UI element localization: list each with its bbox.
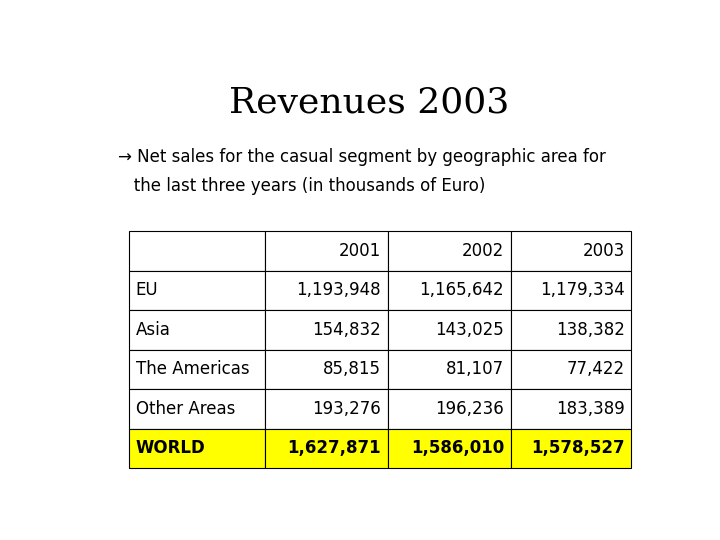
FancyBboxPatch shape (387, 389, 510, 429)
FancyBboxPatch shape (265, 231, 387, 271)
Text: 1,586,010: 1,586,010 (411, 440, 504, 457)
FancyBboxPatch shape (129, 310, 265, 349)
Text: 1,627,871: 1,627,871 (287, 440, 381, 457)
Text: 1,193,948: 1,193,948 (297, 281, 381, 299)
FancyBboxPatch shape (265, 310, 387, 349)
FancyBboxPatch shape (387, 310, 510, 349)
FancyBboxPatch shape (265, 389, 387, 429)
FancyBboxPatch shape (510, 349, 631, 389)
FancyBboxPatch shape (265, 349, 387, 389)
Text: 154,832: 154,832 (312, 321, 381, 339)
FancyBboxPatch shape (387, 429, 510, 468)
FancyBboxPatch shape (510, 231, 631, 271)
Text: 138,382: 138,382 (556, 321, 624, 339)
Text: 2003: 2003 (582, 242, 624, 260)
Text: 81,107: 81,107 (446, 360, 504, 379)
FancyBboxPatch shape (265, 271, 387, 310)
Text: 1,578,527: 1,578,527 (531, 440, 624, 457)
FancyBboxPatch shape (387, 231, 510, 271)
Text: 1,165,642: 1,165,642 (420, 281, 504, 299)
FancyBboxPatch shape (129, 271, 265, 310)
FancyBboxPatch shape (510, 271, 631, 310)
Text: WORLD: WORLD (136, 440, 205, 457)
Text: 193,276: 193,276 (312, 400, 381, 418)
FancyBboxPatch shape (265, 429, 387, 468)
Text: 2002: 2002 (462, 242, 504, 260)
Text: Revenues 2003: Revenues 2003 (229, 85, 509, 119)
FancyBboxPatch shape (510, 429, 631, 468)
Text: 1,179,334: 1,179,334 (540, 281, 624, 299)
Text: 2001: 2001 (338, 242, 381, 260)
Text: the last three years (in thousands of Euro): the last three years (in thousands of Eu… (118, 177, 485, 195)
FancyBboxPatch shape (129, 429, 265, 468)
Text: 85,815: 85,815 (323, 360, 381, 379)
FancyBboxPatch shape (129, 389, 265, 429)
Text: → Net sales for the casual segment by geographic area for: → Net sales for the casual segment by ge… (118, 148, 606, 166)
FancyBboxPatch shape (387, 271, 510, 310)
FancyBboxPatch shape (129, 231, 265, 271)
FancyBboxPatch shape (387, 349, 510, 389)
FancyBboxPatch shape (129, 349, 265, 389)
FancyBboxPatch shape (510, 310, 631, 349)
Text: Other Areas: Other Areas (136, 400, 235, 418)
Text: 77,422: 77,422 (567, 360, 624, 379)
FancyBboxPatch shape (510, 389, 631, 429)
Text: Asia: Asia (136, 321, 171, 339)
Text: 196,236: 196,236 (436, 400, 504, 418)
Text: The Americas: The Americas (136, 360, 249, 379)
Text: 183,389: 183,389 (556, 400, 624, 418)
Text: 143,025: 143,025 (436, 321, 504, 339)
Text: EU: EU (136, 281, 158, 299)
